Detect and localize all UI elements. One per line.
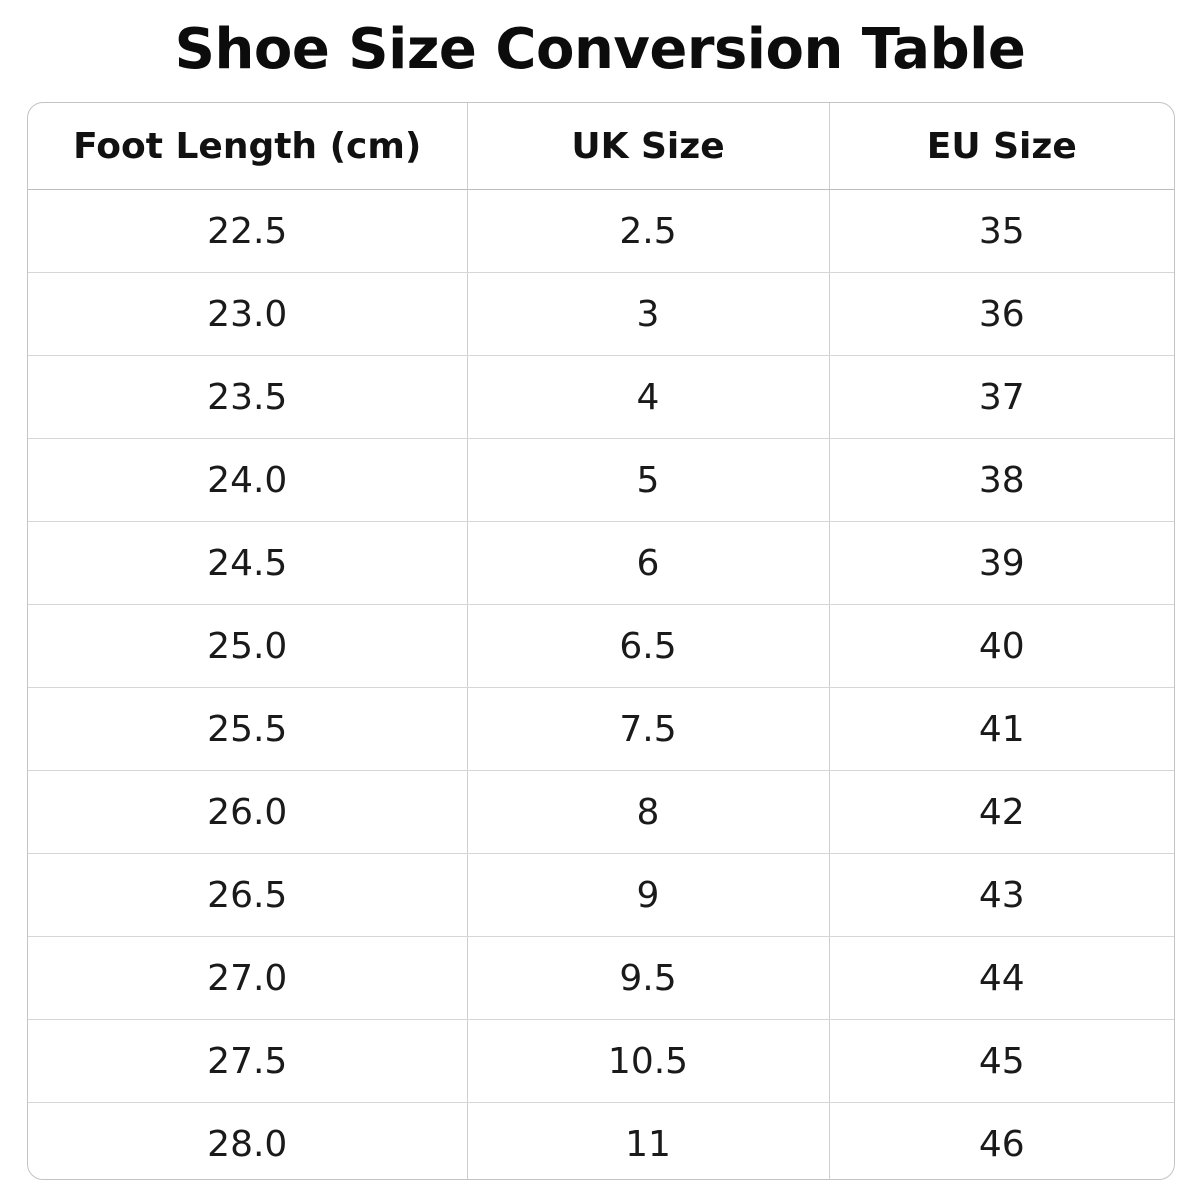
eu-size-cell: 41 (829, 687, 1174, 771)
table-row: 23.5 4 37 (28, 355, 1174, 439)
foot-length-cell: 25.0 (28, 604, 468, 688)
uk-size-cell: 9.5 (467, 936, 830, 1020)
eu-size-cell: 46 (978, 1123, 1025, 1165)
size-conversion-table: Foot Length (cm) UK Size EU Size 22.5 2.5… (28, 103, 1174, 1179)
uk-size-cell: 4 (467, 355, 830, 439)
size-table-frame: Foot Length (cm) UK Size EU Size 22.5 2.5… (27, 102, 1175, 1180)
table-row: 24.5 6 39 (28, 521, 1174, 605)
uk-size-cell: 3 (467, 272, 830, 356)
page-title: Shoe Size Conversion Table (174, 17, 1026, 82)
column-header-uk-size: UK Size (467, 103, 830, 190)
eu-size-cell: 35 (829, 189, 1174, 273)
table-row: 22.5 2.5 35 (28, 189, 1174, 273)
table-row: 27.5 10.5 45 (28, 1019, 1174, 1103)
table-row: 23.0 3 36 (28, 272, 1174, 356)
foot-length-cell: 25.5 (28, 687, 468, 771)
foot-length-cell: 24.5 (28, 521, 468, 605)
eu-size-cell: 42 (829, 770, 1174, 854)
foot-length-cell: 27.5 (28, 1019, 468, 1103)
eu-size-cell: 39 (829, 521, 1174, 605)
table-header: Foot Length (cm) UK Size EU Size (28, 103, 1174, 190)
eu-size-cell: 38 (829, 438, 1174, 522)
foot-length-cell: 23.0 (28, 272, 468, 356)
foot-length-cell: 28.0 (28, 1102, 468, 1179)
column-header-foot-length: Foot Length (cm) (28, 103, 468, 190)
eu-size-cell: 37 (829, 355, 1174, 439)
table-row: 28.0 11 46 (28, 1102, 1174, 1179)
uk-size-cell: 2.5 (467, 189, 830, 273)
uk-size-cell: 6.5 (467, 604, 830, 688)
table-row: 26.5 9 43 (28, 853, 1174, 937)
uk-size-cell: 8 (467, 770, 830, 854)
uk-size-cell: 7.5 (467, 687, 830, 771)
eu-size-cell: 44 (829, 936, 1174, 1020)
uk-size-cell: 6 (467, 521, 830, 605)
eu-size-cell: 40 (829, 604, 1174, 688)
column-header-eu-size: EU Size (829, 103, 1174, 190)
foot-length-cell: 26.0 (28, 770, 468, 854)
table-row: 26.0 8 42 (28, 770, 1174, 854)
uk-size-cell: 11 (467, 1102, 830, 1179)
uk-size-cell: 5 (467, 438, 830, 522)
uk-size-cell: 9 (467, 853, 830, 937)
header-row: Foot Length (cm) UK Size EU Size (28, 103, 1174, 190)
foot-length-cell: 26.5 (28, 853, 468, 937)
table-row: 24.0 5 38 (28, 438, 1174, 522)
foot-length-cell: 27.0 (28, 936, 468, 1020)
eu-size-cell: 43 (829, 853, 1174, 937)
uk-size-cell: 10.5 (467, 1019, 830, 1103)
table-row: 25.5 7.5 41 (28, 687, 1174, 771)
table-row: 25.0 6.5 40 (28, 604, 1174, 688)
eu-size-cell: 36 (829, 272, 1174, 356)
table-row: 27.0 9.5 44 (28, 936, 1174, 1020)
table-body: 22.5 2.5 35 23.0 3 36 23.5 4 37 24.0 5 38 24.5 6 39 25.… (28, 189, 1174, 1179)
eu-size-cell: 45 (829, 1019, 1174, 1103)
foot-length-cell: 23.5 (28, 355, 468, 439)
foot-length-cell: 22.5 (28, 189, 468, 273)
foot-length-cell: 24.0 (28, 438, 468, 522)
